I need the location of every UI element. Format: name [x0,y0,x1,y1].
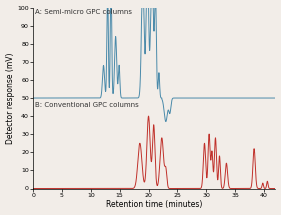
X-axis label: Retention time (minutes): Retention time (minutes) [106,200,203,209]
Text: B: Conventional GPC columns: B: Conventional GPC columns [35,102,139,108]
Y-axis label: Detector response (mV): Detector response (mV) [6,52,15,144]
Text: A: Semi-micro GPC columns: A: Semi-micro GPC columns [35,9,132,15]
